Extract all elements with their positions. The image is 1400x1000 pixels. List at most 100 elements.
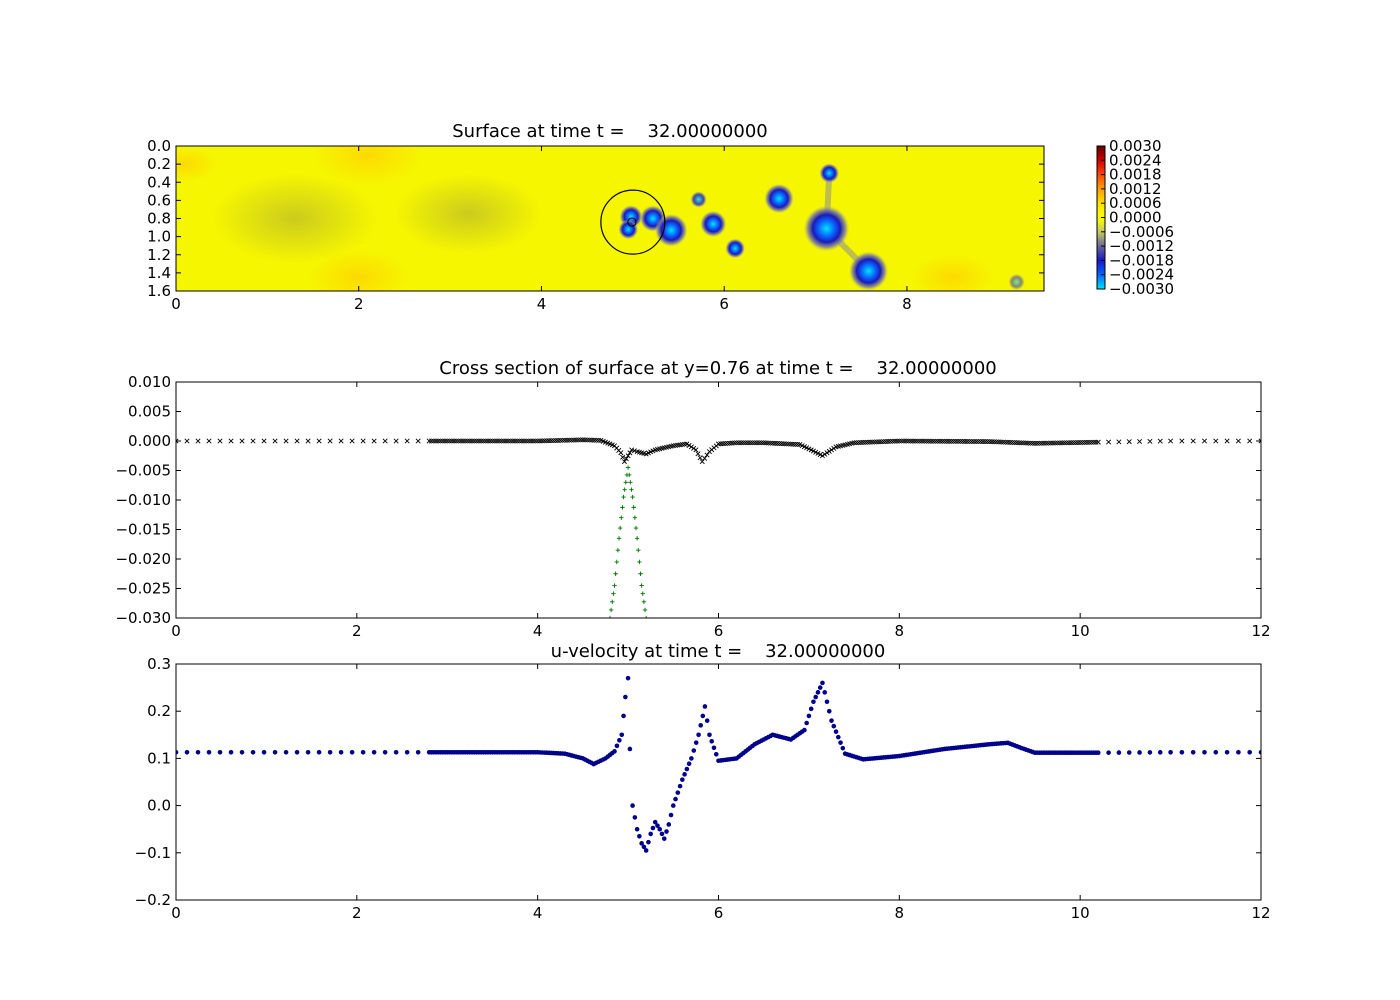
cross-section-plus-marker: [623, 480, 629, 485]
u-velocity-point: [648, 831, 653, 837]
cross-section-x-marker: [743, 440, 749, 446]
cross-section-x-marker: [1224, 438, 1230, 444]
cross-section-x-marker: [519, 438, 525, 444]
cross-section-x-marker: [294, 438, 300, 444]
u-velocity-point: [711, 745, 717, 751]
u-velocity-point: [617, 738, 622, 743]
colorbar-tick-label: 0.0024: [1109, 151, 1162, 169]
cross-section-panel: Cross section of surface at y=0.76 at ti…: [115, 358, 1270, 640]
u-velocity-point: [360, 749, 366, 755]
cross-section-x-marker: [217, 438, 223, 444]
cross-section-x-marker: [338, 438, 344, 444]
x-tick-label: 12: [1251, 622, 1270, 640]
cross-section-x-marker: [621, 459, 627, 465]
u-velocity-point: [239, 749, 245, 755]
cross-section-x-marker: [360, 438, 366, 444]
cross-section-x-marker: [955, 438, 961, 444]
cross-section-x-marker: [826, 448, 832, 454]
surface-depression: [764, 183, 794, 214]
cross-section-x-marker: [1190, 438, 1196, 444]
u-velocity-point: [802, 727, 807, 733]
cross-section-x-marker: [627, 450, 633, 456]
y-tick-label: −0.025: [115, 580, 171, 598]
cross-section-x-marker: [1157, 438, 1163, 444]
u-velocity-point: [1179, 749, 1185, 755]
x-tick-label: 4: [537, 295, 547, 313]
cross-section-plus-marker: [619, 515, 624, 520]
cross-section-x-marker: [458, 438, 464, 444]
cross-section-x-marker: [492, 438, 498, 444]
cross-section-x-marker: [758, 440, 764, 446]
cross-section-x-marker: [754, 440, 760, 446]
cross-section-x-marker: [451, 438, 457, 444]
y-tick-label: 0.000: [128, 432, 171, 450]
cross-section-x-marker: [195, 438, 201, 444]
y-tick-label: 1.6: [147, 282, 171, 300]
cross-section-x-marker: [505, 438, 511, 444]
u-velocity-point: [637, 833, 642, 839]
u-velocity-point: [261, 749, 267, 755]
u-velocity-point: [652, 819, 658, 825]
surface-depression: [725, 238, 746, 259]
colorbar-tick-label: 0.0030: [1109, 137, 1162, 155]
u-velocity-point: [691, 748, 697, 753]
cross-section-x-marker: [480, 438, 486, 444]
u-velocity-point: [621, 713, 626, 719]
cross-section-plus-marker: [642, 607, 648, 613]
u-velocity-point: [831, 723, 837, 729]
u-velocity-point: [228, 749, 234, 755]
u-velocity-point: [1116, 750, 1122, 755]
heatmap-high-region: [313, 146, 423, 185]
cross-section-x-marker: [521, 438, 527, 444]
colorbar-tick-label: −0.0012: [1109, 237, 1174, 255]
u-velocity-point: [415, 749, 421, 755]
cross-section-x-marker: [631, 448, 637, 454]
cross-section-plus-marker: [632, 515, 638, 520]
y-tick-label: −0.015: [115, 521, 171, 539]
cross-section-plus-marker: [615, 547, 621, 553]
u-velocity-point: [668, 812, 674, 818]
cross-section-x-marker: [829, 447, 835, 453]
cross-section-x-marker: [471, 438, 477, 444]
cross-section-x-marker: [919, 438, 925, 444]
cross-section-x-marker: [485, 438, 491, 444]
x-tick-label: 6: [714, 904, 724, 922]
cross-section-plus-marker: [627, 472, 632, 478]
cross-section-plus-marker: [625, 465, 631, 470]
u-velocity-point: [826, 708, 832, 714]
cross-section-x-marker: [824, 450, 830, 456]
cross-section-x-marker: [428, 438, 434, 444]
cross-section-title: Cross section of surface at y=0.76 at ti…: [439, 358, 996, 379]
cross-section-x-marker: [1201, 438, 1208, 444]
heatmap-title: Surface at time t = 32.00000000: [452, 121, 767, 142]
cross-section-x-marker: [896, 438, 902, 444]
colorbar-tick-label: −0.0018: [1109, 251, 1174, 269]
cross-section-x-marker: [923, 438, 929, 444]
y-tick-label: −0.005: [115, 462, 171, 480]
u-velocity-point: [704, 718, 710, 723]
u-velocity-point: [713, 751, 719, 757]
cross-section-x-marker: [433, 438, 439, 444]
cross-section-plus-marker: [610, 599, 615, 604]
cross-section-plus-marker: [608, 607, 614, 613]
cross-section-plus-marker: [617, 525, 623, 531]
u-velocity-point: [393, 749, 399, 755]
cross-section-x-marker: [984, 439, 991, 445]
cross-section-x-marker: [822, 451, 828, 457]
cross-section-x-marker: [184, 438, 190, 444]
surface-depression: [1008, 273, 1025, 291]
cross-section-plus-marker: [633, 525, 639, 531]
cross-section-x-marker: [942, 438, 948, 444]
surface-depression: [700, 210, 727, 238]
y-tick-label: −0.1: [135, 844, 171, 862]
cross-section-x-marker: [912, 438, 918, 444]
cross-section-x-marker: [512, 438, 518, 444]
cross-section-x-marker: [914, 438, 920, 444]
cross-section-x-marker: [629, 447, 635, 453]
cross-section-plus-marker: [621, 494, 626, 500]
cross-section-x-marker: [973, 438, 979, 445]
cross-section-x-marker: [489, 438, 495, 444]
surface-depression: [803, 205, 850, 252]
u-velocity-point: [684, 766, 690, 772]
cross-section-plus-marker: [614, 559, 619, 565]
